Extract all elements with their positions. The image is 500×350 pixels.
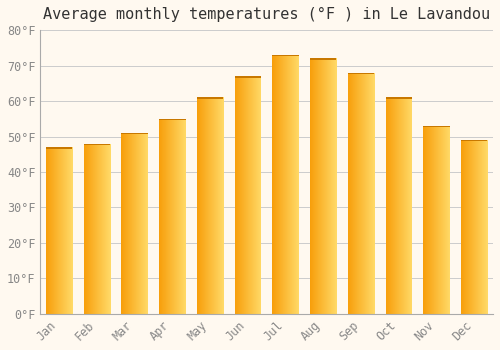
Bar (272, 55, 299, 56)
Bar (310, 58, 336, 60)
Bar (386, 98, 412, 99)
Bar (348, 73, 374, 74)
Bar (424, 126, 450, 127)
Bar (234, 76, 261, 78)
Bar (46, 147, 72, 148)
Bar (197, 98, 224, 99)
Bar (461, 140, 487, 141)
Bar (122, 133, 148, 134)
Bar (159, 119, 186, 120)
Title: Average monthly temperatures (°F ) in Le Lavandou: Average monthly temperatures (°F ) in Le… (43, 7, 490, 22)
Bar (84, 144, 110, 145)
